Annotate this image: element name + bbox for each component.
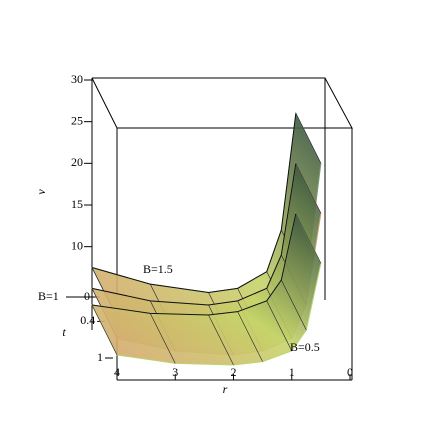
z-axis-label: v (34, 189, 48, 195)
series-label: B=1 (38, 289, 59, 303)
x-tick-label: 4 (114, 365, 120, 379)
mesh-line (149, 313, 176, 364)
z-tick-label: 10 (71, 238, 83, 252)
x-tick-label: 3 (172, 365, 178, 379)
x-tick-label: 2 (231, 365, 237, 379)
z-tick-label: 15 (71, 197, 83, 211)
x-tick-label: 1 (289, 365, 295, 379)
box (91, 77, 353, 381)
x-tick-label: 0 (347, 365, 353, 379)
mesh-line (208, 314, 234, 366)
t-tick-label: 0.4 (80, 313, 95, 327)
series-label: B=0.5 (290, 340, 320, 354)
surface-edge (91, 113, 297, 294)
series-label: B=1.5 (143, 262, 173, 276)
mesh-line (266, 300, 293, 351)
surface-edge (91, 213, 297, 316)
surface-edge (91, 163, 297, 306)
mesh-line (295, 113, 322, 164)
y-axis-label: t (62, 325, 66, 339)
t-tick-label: 0 (84, 289, 90, 303)
z-tick-label: 20 (71, 155, 83, 169)
mesh-line (237, 311, 263, 362)
t-tick-label: 1 (97, 350, 103, 364)
x-axis-label: r (223, 382, 228, 396)
mesh-line (295, 213, 322, 264)
mesh-line (295, 163, 322, 214)
z-tick-label: 25 (71, 113, 83, 127)
z-tick-label: 30 (71, 72, 83, 86)
mesh-line (91, 304, 118, 356)
mesh-line (281, 279, 307, 331)
